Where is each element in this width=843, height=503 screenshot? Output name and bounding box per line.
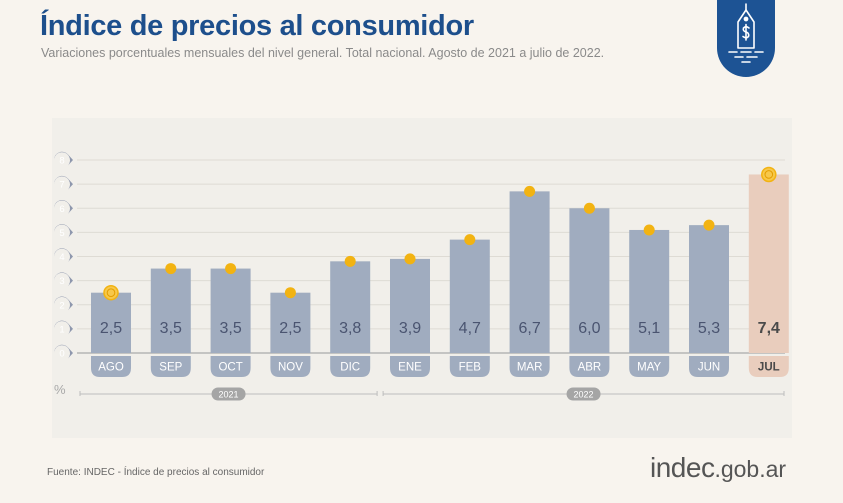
category-label-sep: SEP (159, 362, 182, 374)
value-label-mar: 6,7 (518, 320, 540, 337)
category-label-feb: FEB (459, 362, 482, 374)
bar-jun (689, 225, 729, 353)
source-note: Fuente: INDEC - Índice de precios al con… (47, 467, 265, 478)
category-label-ago: AGO (98, 362, 124, 374)
bar-jul (748, 174, 789, 353)
value-label-sep: 3,5 (160, 320, 182, 337)
marker-jun (703, 219, 715, 231)
value-label-jun: 5,3 (698, 320, 720, 337)
ytick-label-3: 3 (59, 276, 64, 287)
ytick-label-6: 6 (59, 204, 64, 215)
category-label-dic: DIC (340, 362, 360, 374)
bar-may (629, 229, 670, 353)
marker-sep (165, 263, 177, 275)
y-unit-label: % (54, 382, 66, 397)
ytick-bubble-5 (53, 224, 73, 238)
category-label-oct: OCT (218, 362, 242, 374)
bar-feb (449, 239, 490, 353)
price-tag-dollar-icon (728, 3, 764, 63)
bar-ago (91, 292, 131, 353)
value-label-dic: 3,8 (339, 320, 361, 337)
marker-ring-ago (103, 284, 119, 301)
ytick-label-2: 2 (59, 300, 64, 311)
ytick-label-7: 7 (59, 180, 64, 191)
value-label-feb: 4,7 (459, 320, 481, 337)
marker-ring-jul (761, 166, 777, 183)
ytick-label-4: 4 (59, 252, 64, 263)
bar-abr (569, 208, 610, 353)
value-label-jul: 7,4 (758, 320, 780, 337)
category-pill-jul (748, 356, 789, 377)
ytick-bubble-0 (53, 344, 73, 359)
logo-main: indec (650, 452, 715, 483)
bar-dic (330, 261, 371, 353)
marker-oct (225, 263, 237, 275)
ytick-bubble-8 (53, 151, 73, 166)
marker-ene (404, 253, 416, 265)
value-label-nov: 2,5 (279, 320, 301, 337)
category-pill-feb (449, 356, 490, 377)
year-label-2022: 2022 (574, 390, 594, 400)
bar-sep (150, 268, 191, 353)
value-label-may: 5,1 (638, 320, 660, 337)
marker-abr (583, 202, 595, 214)
category-pill-dic (330, 356, 371, 377)
bar-nov (270, 292, 311, 353)
marker-dic (344, 255, 356, 267)
category-pill-may (629, 356, 670, 377)
category-label-jul: JUL (758, 362, 780, 374)
ytick-bubble-7 (53, 175, 73, 190)
chart-subtitle: Variaciones porcentuales mensuales del n… (41, 46, 605, 60)
marker-ring-inner-ago (106, 288, 116, 297)
ytick-bubble-1 (53, 320, 73, 335)
value-label-ago: 2,5 (100, 320, 122, 337)
indec-logo: indec.gob.ar (650, 452, 786, 484)
category-label-abr: ABR (578, 362, 602, 374)
category-pill-sep (150, 356, 191, 377)
category-pill-nov (270, 356, 311, 377)
category-pill-mar (509, 356, 550, 377)
category-label-nov: NOV (278, 362, 303, 374)
ytick-label-8: 8 (59, 156, 64, 167)
bar-ene (390, 258, 430, 353)
logo-suffix: .gob.ar (714, 456, 787, 482)
marker-nov (284, 287, 296, 299)
price-tag-badge (717, 0, 775, 77)
year-pill-2022 (566, 387, 601, 401)
ytick-label-1: 1 (59, 324, 64, 335)
marker-mar (524, 185, 536, 197)
ytick-label-5: 5 (59, 228, 64, 239)
category-label-jun: JUN (698, 362, 720, 374)
chart-title: Índice de precios al consumidor (40, 10, 474, 42)
category-pill-ene (390, 356, 430, 377)
category-pill-ago (91, 356, 131, 377)
category-label-ene: ENE (398, 362, 422, 374)
category-label-may: MAY (637, 362, 661, 374)
value-label-oct: 3,5 (219, 320, 241, 337)
category-pill-oct (210, 356, 251, 377)
chart-panel: 0 1 2 3 4 5 6 7 8 2,5 AGO 3,5 SEP 3,5 OCT 2,5 NOV 3,8 DIC 3… (52, 118, 792, 438)
marker-may (643, 224, 655, 236)
value-label-ene: 3,9 (399, 320, 421, 337)
value-label-abr: 6,0 (578, 320, 600, 337)
ytick-bubble-4 (53, 248, 73, 262)
ytick-bubble-6 (53, 200, 73, 214)
bar-mar (509, 191, 550, 353)
ytick-label-0: 0 (59, 349, 64, 360)
year-pill-2021 (211, 387, 246, 401)
marker-ring-inner-jul (764, 170, 774, 179)
marker-feb (464, 234, 476, 246)
category-pill-abr (569, 356, 610, 377)
category-pill-jun (689, 356, 729, 377)
ytick-bubble-3 (53, 272, 73, 287)
ytick-bubble-2 (53, 296, 73, 311)
category-label-mar: MAR (517, 362, 543, 374)
ipc-bar-chart: 0 1 2 3 4 5 6 7 8 2,5 AGO 3,5 SEP 3,5 OCT 2,5 NOV 3,8 DIC 3… (53, 151, 789, 401)
year-label-2021: 2021 (219, 390, 239, 400)
bar-oct (210, 268, 251, 353)
